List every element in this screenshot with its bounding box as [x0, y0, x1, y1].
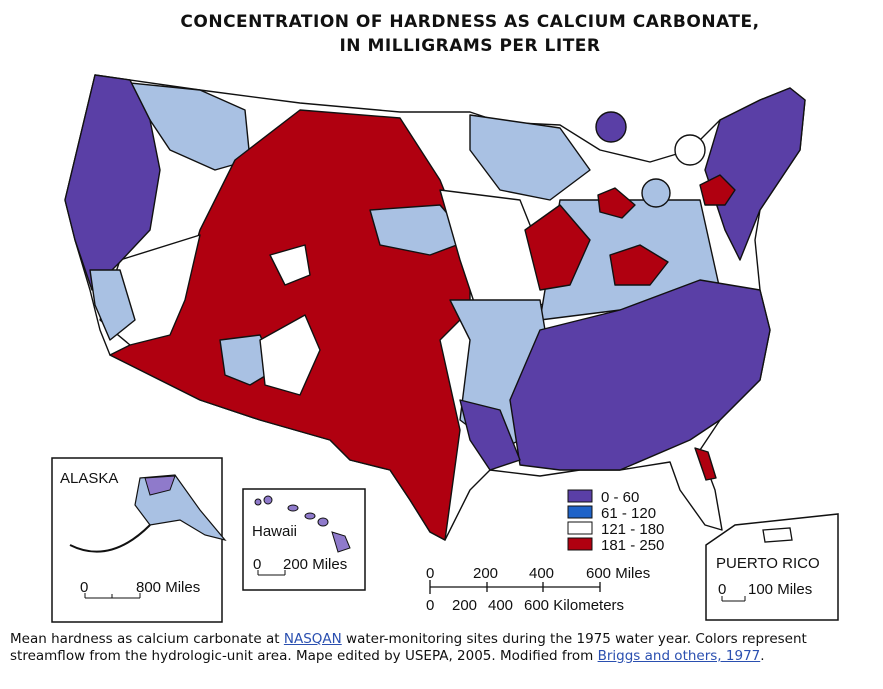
- region-lightblue-calif: [89, 269, 136, 341]
- svg-text:0: 0: [80, 579, 88, 596]
- legend-label: 121 - 180: [601, 521, 664, 538]
- legend-swatch: [567, 521, 593, 535]
- region-white-basin: [269, 244, 311, 286]
- hawaii-scale-label: 200 Miles: [283, 556, 347, 573]
- legend-swatch: [567, 537, 593, 551]
- region-lightblue-great-lakes: [469, 114, 591, 201]
- region-white-southwest: [259, 314, 321, 396]
- region-purple-southeast: [509, 279, 771, 471]
- alaska-label: ALASKA: [60, 470, 118, 487]
- svg-text:0: 0: [718, 581, 726, 598]
- scale-bar: 0 200 400 600 Miles 0 200 400 600 Kilometers: [426, 565, 650, 614]
- region-red-indiana: [609, 244, 669, 286]
- hawaii-inset: Hawaii 0 200 Miles: [242, 488, 366, 591]
- region-lightblue-midwest: [369, 204, 471, 256]
- scale-km-tick: 600 Kilometers: [524, 597, 624, 614]
- scale-km-tick: 200: [452, 597, 477, 614]
- legend-label: 61 - 120: [601, 505, 656, 522]
- scale-miles-tick: 600 Miles: [586, 565, 650, 582]
- site-marker-white: [674, 134, 706, 166]
- scale-km-tick: 400: [488, 597, 513, 614]
- briggs-link[interactable]: Briggs and others, 1977: [597, 648, 761, 664]
- svg-text:0: 0: [253, 556, 261, 573]
- alaska-inset: ALASKA 0 800 Miles: [51, 457, 227, 623]
- scale-miles-tick: 200: [473, 565, 498, 582]
- hardness-map: ALASKA 0 800 Miles Hawaii 0 200 Miles PU…: [51, 74, 839, 623]
- legend-swatch: [567, 505, 593, 519]
- region-red-pa: [699, 174, 736, 206]
- caption: Mean hardness as calcium carbonate at NA…: [10, 631, 807, 664]
- region-purple-gulf: [459, 399, 521, 471]
- region-red-illinois: [524, 204, 591, 291]
- legend-swatch: [567, 489, 593, 503]
- scale-miles-tick: 0: [426, 565, 434, 582]
- scale-miles-tick: 400: [529, 565, 554, 582]
- region-purple-northeast: [704, 87, 806, 261]
- region-purple-northwest: [64, 74, 161, 291]
- nasqan-link[interactable]: NASQAN: [283, 631, 342, 647]
- legend-label: 181 - 250: [601, 537, 664, 554]
- hawaii-label: Hawaii: [252, 523, 297, 540]
- map-title-line2: IN MILLIGRAMS PER LITER: [339, 36, 601, 56]
- map-title-line1: CONCENTRATION OF HARDNESS AS CALCIUM CAR…: [180, 12, 760, 32]
- puerto-rico-inset: PUERTO RICO 0 100 Miles: [705, 513, 839, 621]
- region-red-florida: [694, 447, 717, 481]
- site-marker-purple: [595, 111, 627, 143]
- scale-km-tick: 0: [426, 597, 434, 614]
- site-marker-lightblue: [641, 178, 671, 208]
- region-red-michigan: [597, 187, 636, 219]
- legend-label: 0 - 60: [601, 489, 639, 506]
- puerto-rico-scale-label: 100 Miles: [748, 581, 812, 598]
- alaska-scale-label: 800 Miles: [136, 579, 200, 596]
- puerto-rico-label: PUERTO RICO: [716, 555, 820, 572]
